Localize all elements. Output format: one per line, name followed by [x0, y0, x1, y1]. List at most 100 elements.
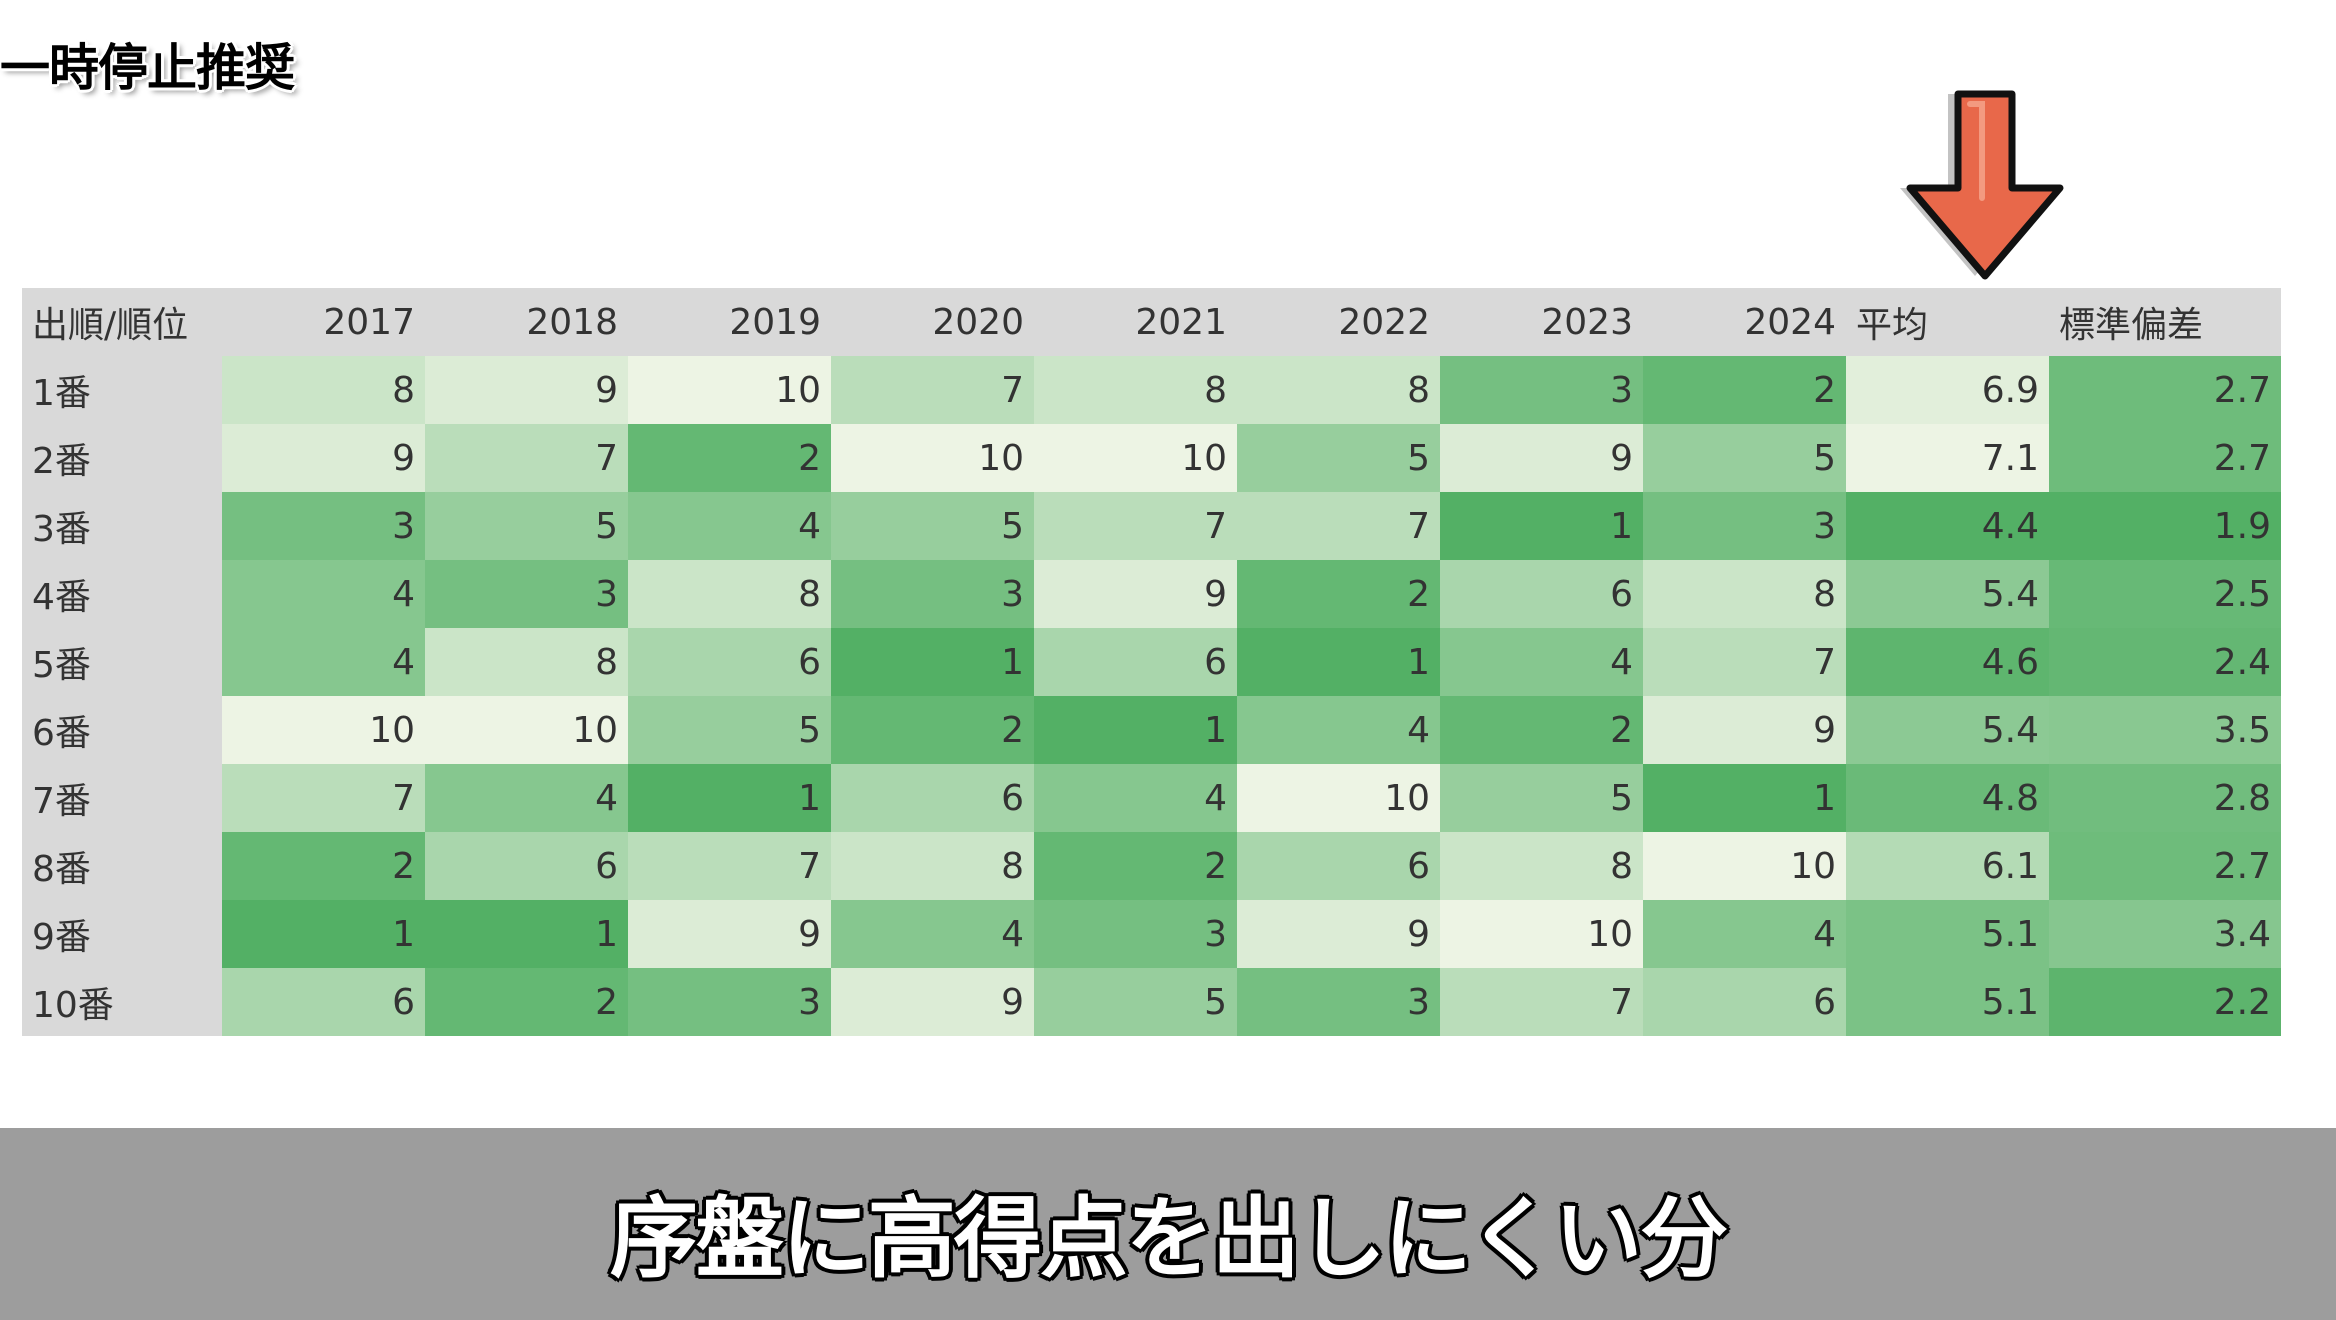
std-dev-cell: 2.5 [2049, 560, 2281, 628]
std-dev-cell: 2.7 [2049, 832, 2281, 900]
corner-header: 出順/順位 [22, 288, 222, 356]
rank-cell: 6 [1440, 560, 1643, 628]
rank-cell: 6 [628, 628, 831, 696]
table-row: 7番 7 4 1 6 4 10 5 1 4.8 2.8 [22, 764, 2281, 832]
year-header: 2024 [1643, 288, 1846, 356]
rank-cell: 9 [831, 968, 1034, 1036]
average-cell: 7.1 [1846, 424, 2049, 492]
year-header: 2023 [1440, 288, 1643, 356]
rank-cell: 7 [1237, 492, 1440, 560]
average-cell: 6.1 [1846, 832, 2049, 900]
table-row: 6番 10 10 5 2 1 4 2 9 5.4 3.5 [22, 696, 2281, 764]
rank-cell: 8 [1643, 560, 1846, 628]
rank-cell: 3 [1643, 492, 1846, 560]
rank-cell: 9 [628, 900, 831, 968]
average-cell: 4.4 [1846, 492, 2049, 560]
rank-cell: 8 [831, 832, 1034, 900]
rank-cell: 3 [1034, 900, 1237, 968]
average-cell: 4.8 [1846, 764, 2049, 832]
rank-cell: 2 [1440, 696, 1643, 764]
rank-cell: 4 [222, 560, 425, 628]
rank-cell: 5 [1237, 424, 1440, 492]
rank-cell: 6 [1034, 628, 1237, 696]
rank-cell: 10 [1643, 832, 1846, 900]
rank-cell: 5 [1034, 968, 1237, 1036]
std-dev-cell: 3.5 [2049, 696, 2281, 764]
rank-cell: 3 [425, 560, 628, 628]
rank-cell: 1 [1237, 628, 1440, 696]
year-header: 2021 [1034, 288, 1237, 356]
rank-cell: 2 [628, 424, 831, 492]
rank-cell: 6 [1237, 832, 1440, 900]
rank-cell: 8 [222, 356, 425, 424]
rank-cell: 7 [222, 764, 425, 832]
rank-cell: 7 [1643, 628, 1846, 696]
row-label: 8番 [22, 832, 222, 900]
rank-cell: 8 [1237, 356, 1440, 424]
table-row: 4番 4 3 8 3 9 2 6 8 5.4 2.5 [22, 560, 2281, 628]
subtitle-bar [0, 1128, 2336, 1320]
rank-cell: 10 [425, 696, 628, 764]
rank-cell: 4 [831, 900, 1034, 968]
row-label: 6番 [22, 696, 222, 764]
rank-cell: 4 [222, 628, 425, 696]
std-dev-header: 標準偏差 [2049, 288, 2281, 356]
rank-cell: 10 [1034, 424, 1237, 492]
rank-cell: 2 [1034, 832, 1237, 900]
row-label: 3番 [22, 492, 222, 560]
rank-cell: 8 [425, 628, 628, 696]
table-row: 2番 9 7 2 10 10 5 9 5 7.1 2.7 [22, 424, 2281, 492]
rank-cell: 8 [628, 560, 831, 628]
rank-cell: 5 [1643, 424, 1846, 492]
std-dev-cell: 3.4 [2049, 900, 2281, 968]
std-dev-cell: 2.4 [2049, 628, 2281, 696]
rank-cell: 7 [425, 424, 628, 492]
average-cell: 5.4 [1846, 560, 2049, 628]
table-row: 5番 4 8 6 1 6 1 4 7 4.6 2.4 [22, 628, 2281, 696]
year-header: 2017 [222, 288, 425, 356]
rank-cell: 2 [1643, 356, 1846, 424]
row-label: 7番 [22, 764, 222, 832]
rank-cell: 10 [1237, 764, 1440, 832]
std-dev-cell: 2.7 [2049, 424, 2281, 492]
row-label: 1番 [22, 356, 222, 424]
header-row: 出順/順位 2017 2018 2019 2020 2021 2022 2023… [22, 288, 2281, 356]
rank-cell: 10 [222, 696, 425, 764]
rank-cell: 1 [628, 764, 831, 832]
rank-cell: 6 [222, 968, 425, 1036]
rank-cell: 4 [1034, 764, 1237, 832]
row-label: 2番 [22, 424, 222, 492]
rank-cell: 3 [831, 560, 1034, 628]
rank-cell: 7 [1034, 492, 1237, 560]
rank-cell: 3 [1237, 968, 1440, 1036]
table-row: 3番 3 5 4 5 7 7 1 3 4.4 1.9 [22, 492, 2281, 560]
rank-cell: 6 [1643, 968, 1846, 1036]
row-label: 5番 [22, 628, 222, 696]
std-dev-cell: 2.2 [2049, 968, 2281, 1036]
table-body: 1番 8 9 10 7 8 8 3 2 6.9 2.7 2番 9 7 2 10 10 5 9 5 7.1 2.7 3番 3 5 4… [22, 356, 2281, 1036]
rank-cell: 1 [1440, 492, 1643, 560]
rank-cell: 3 [222, 492, 425, 560]
rank-cell: 4 [1237, 696, 1440, 764]
rank-cell: 7 [628, 832, 831, 900]
table-row: 10番 6 2 3 9 5 3 7 6 5.1 2.2 [22, 968, 2281, 1036]
rank-cell: 4 [628, 492, 831, 560]
average-cell: 5.4 [1846, 696, 2049, 764]
std-dev-cell: 2.7 [2049, 356, 2281, 424]
average-cell: 5.1 [1846, 900, 2049, 968]
rank-cell: 10 [831, 424, 1034, 492]
rank-cell: 8 [1440, 832, 1643, 900]
rank-cell: 3 [628, 968, 831, 1036]
rank-cell: 2 [1237, 560, 1440, 628]
rank-cell: 4 [1643, 900, 1846, 968]
rank-cell: 6 [425, 832, 628, 900]
rank-cell: 10 [628, 356, 831, 424]
table-row: 9番 1 1 9 4 3 9 10 4 5.1 3.4 [22, 900, 2281, 968]
rank-cell: 5 [425, 492, 628, 560]
rank-cell: 10 [1440, 900, 1643, 968]
rank-cell: 9 [425, 356, 628, 424]
rank-cell: 3 [1440, 356, 1643, 424]
row-label: 4番 [22, 560, 222, 628]
rank-cell: 2 [831, 696, 1034, 764]
table-row: 8番 2 6 7 8 2 6 8 10 6.1 2.7 [22, 832, 2281, 900]
